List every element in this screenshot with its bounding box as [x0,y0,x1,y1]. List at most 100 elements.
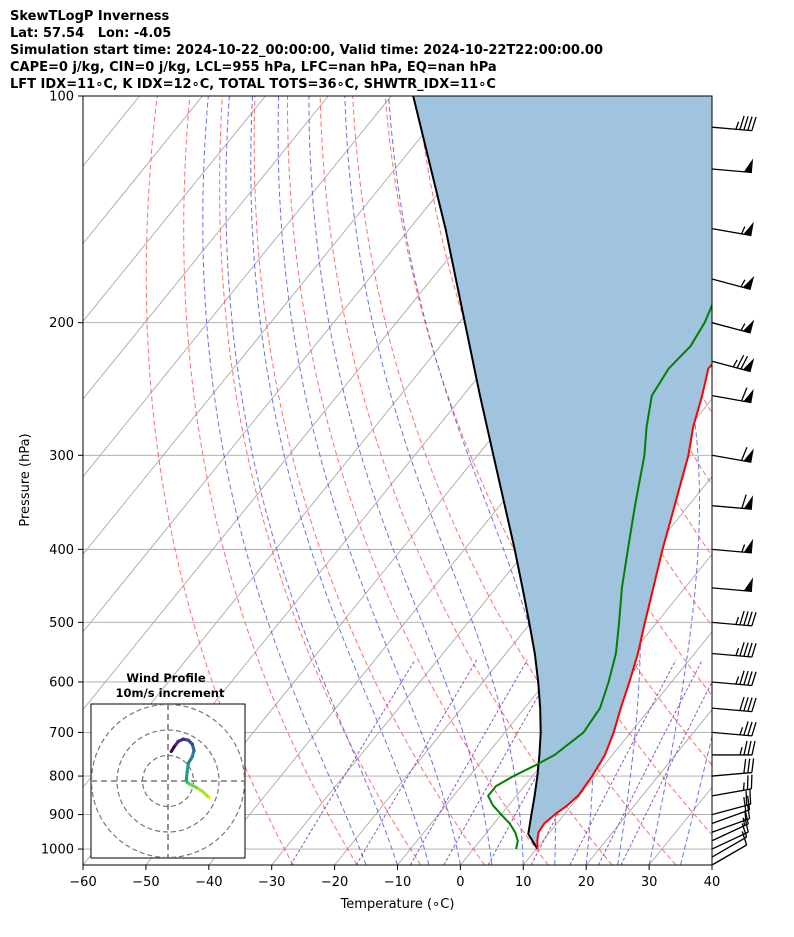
moist-adiabat [344,96,524,865]
moist-adiabat [202,96,367,865]
barb-half-flag [735,616,740,625]
wind-barb [711,670,757,687]
barb-half-flag [732,359,738,368]
barb-flag [736,354,745,369]
x-tick-label: 40 [704,875,721,890]
y-tick-label: 500 [49,616,74,631]
parcel-temperature-fill [413,96,712,849]
barb-flag [739,610,745,625]
barb-flag [751,643,757,658]
barb-half-flag [740,226,746,235]
barb-flag [743,697,749,712]
mixing-ratio-line [355,659,478,865]
barb-flag [751,722,757,737]
barb-flag [747,671,753,686]
barb-staff [711,803,751,816]
barb-flag [739,642,745,657]
barb-staff [711,831,749,850]
wind-barb [711,354,755,373]
wind-barb [711,758,755,777]
barb-half-flag [741,544,746,553]
barb-pennant [743,388,754,403]
barb-pennant [743,495,754,510]
wind-barb [711,642,757,658]
barb-pennant [743,221,754,236]
barb-pennant [743,448,754,463]
dry-adiabat [219,96,422,865]
barb-staff [711,788,752,797]
moist-adiabat [277,96,461,865]
wind-barb [711,446,754,463]
barb-half-flag [744,811,747,821]
barb-staff [711,505,752,510]
barb-half-flag [735,121,740,130]
cape-cin-fill [413,96,712,849]
barb-flag [743,740,748,756]
wind-barb [711,319,755,334]
barb-flag [746,795,751,810]
dry-adiabat [384,96,712,836]
barb-half-flag [740,323,746,331]
hodograph-title: Wind Profile [126,671,206,685]
wind-barb [711,275,755,290]
barb-flag [746,775,749,790]
y-tick-label: 700 [49,726,74,741]
barb-half-flag [742,817,746,826]
barb-flag [740,387,748,402]
barb-flag [751,697,757,712]
moist-adiabat [388,96,556,865]
y-axis-label: Pressure (hPa) [18,433,33,526]
isotherm-line [0,96,77,865]
wind-barb [711,696,757,713]
station-title: SkewTLogP Inverness [10,9,170,24]
y-tick-label: 600 [49,675,74,690]
hodograph-segment [169,744,176,754]
barb-half-flag [740,279,746,288]
mixing-ratio-line [597,659,703,865]
wind-barb [711,221,754,237]
isotherm-line [83,96,392,478]
barb-staff [711,836,747,858]
barb-flag [743,642,749,657]
wind-barb [711,774,753,797]
barb-flag [751,611,757,627]
isotherm-line [83,96,329,400]
wind-barb [711,610,757,627]
barb-flag [740,355,749,370]
dry-adiabat [547,96,712,486]
barb-pennant [742,319,755,334]
isotherm-line [83,96,455,556]
barb-flag [743,611,749,626]
barb-flag [749,789,752,805]
barb-half-flag [735,676,740,685]
dry-adiabat [776,96,794,865]
x-tick-label: −10 [384,875,411,890]
isotherm-line [585,708,712,865]
convective-parameters: CAPE=0 j/kg, CIN=0 j/kg, LCL=955 hPa, LF… [10,60,497,75]
moist-adiabat [605,96,700,865]
moist-adiabat [225,96,398,865]
axis-ticks: −60 −50 −40 −30 −20 −10 0 10 20 30 40 100 200 300 400 5… [41,90,720,891]
dewpoint-line [487,303,712,850]
wind-barb [711,158,754,174]
wind-barb [712,740,756,756]
station-coords: Lat: 57.54 Lon: -4.05 [10,26,172,41]
stability-indices: LFT IDX=11∘C, K IDX=12∘C, TOTAL TOTS=36∘… [10,77,496,92]
isotherm-line [83,96,518,633]
barb-half-flag [735,647,740,656]
mixing-ratio-line [620,680,712,865]
barb-flag [743,670,749,685]
barb-staff [711,809,750,825]
barb-flag [747,611,753,626]
isotherm-line [775,96,794,865]
barb-flag [743,758,747,774]
barb-pennant [743,538,754,553]
barb-staff [711,652,752,658]
barb-staff [711,771,752,777]
wind-barb [711,387,754,404]
x-tick-label: −60 [69,875,96,890]
mixing-ratio-line [569,659,677,865]
barb-flag [747,697,753,712]
dry-adiabat [145,96,294,865]
barb-flag [739,115,745,130]
